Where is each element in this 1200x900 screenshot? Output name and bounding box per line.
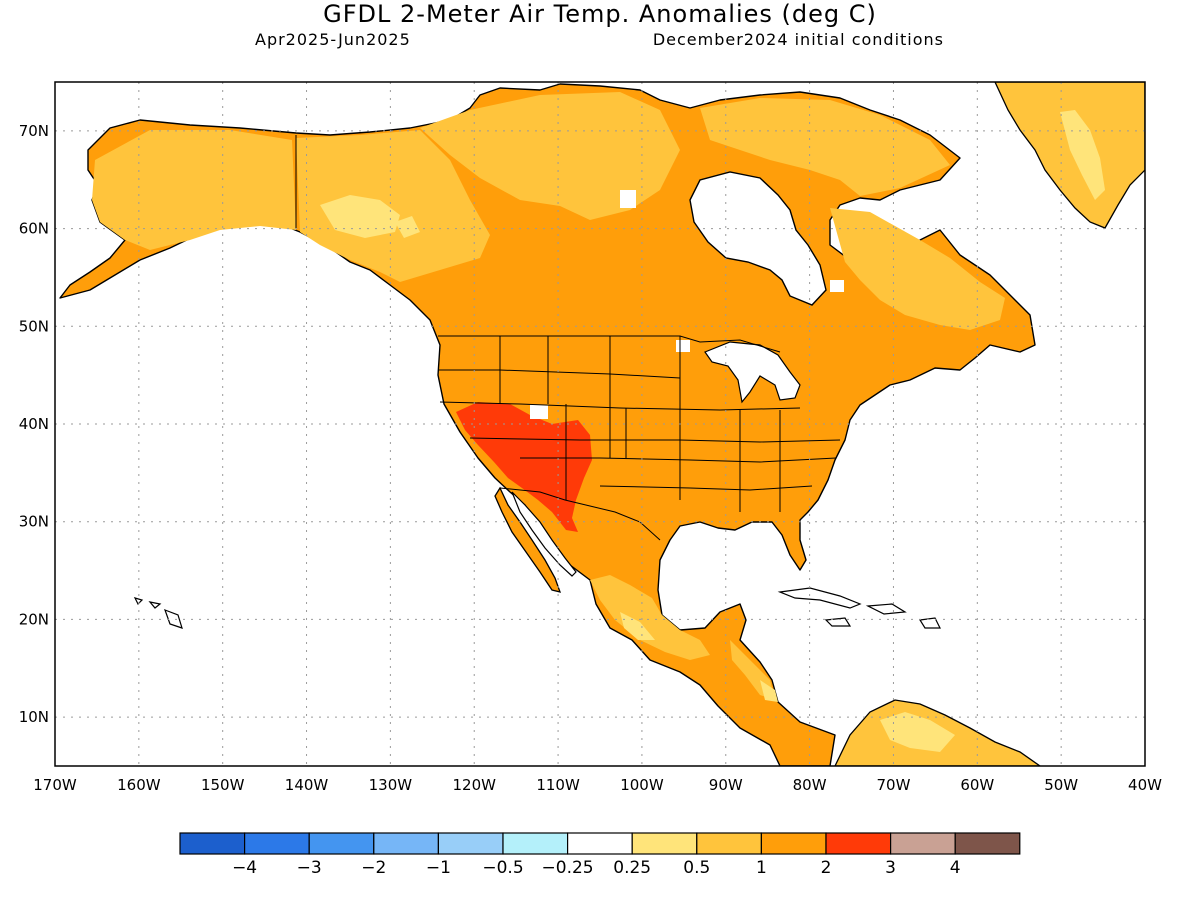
legend-swatch [179,832,246,855]
latitude-tick-label: 40N [19,415,49,433]
legend-label: −4 [232,858,257,878]
map-plot-area [55,82,1145,766]
legend-swatch [696,832,762,855]
legend-swatch [889,832,956,855]
political-boundaries [295,135,841,541]
longitude-tick-label: 150W [201,776,245,794]
greenland-land [994,82,1145,229]
longitude-tick-label: 40W [1128,776,1162,794]
legend-label: −2 [361,858,386,878]
legend-swatch [631,832,698,855]
legend-label: 4 [950,858,961,878]
latitude-tick-label: 50N [19,317,49,335]
legend-swatch [244,832,310,855]
longitude-tick-label: 90W [709,776,743,794]
longitude-tick-label: 100W [620,776,664,794]
latitude-tick-label: 70N [19,122,49,140]
longitude-tick-label: 110W [536,776,580,794]
great-lakes [704,341,801,404]
greenland-interior-patch [1060,110,1105,200]
latitude-tick-label: 30N [19,513,49,531]
latitude-tick-label: 20N [19,610,49,628]
legend-label: 2 [821,858,832,878]
longitude-tick-label: 60W [960,776,994,794]
legend-label: 1 [756,858,767,878]
legend-swatch [308,832,375,855]
longitude-tick-label: 80W [793,776,827,794]
legend-label: −3 [297,858,322,878]
longitude-tick-label: 50W [1044,776,1078,794]
color-legend: −4 −3 −2 −1 −0.5 −0.25 0.25 0.5 1 2 3 4 [179,832,1021,878]
longitude-tick-label: 170W [33,776,77,794]
legend-label: −0.25 [542,858,594,878]
longitude-tick-label: 70W [877,776,911,794]
longitude-tick-labels: 170W 160W 150W 140W 130W 120W 110W 100W 90W 80W 70… [33,776,1162,794]
caribbean-islands [777,587,941,629]
longitude-tick-label: 160W [117,776,161,794]
legend-swatch [437,832,504,855]
latitude-tick-label: 60N [19,220,49,238]
legend-label: 3 [885,858,896,878]
latitude-tick-label: 10N [19,708,49,726]
legend-swatch [373,832,439,855]
initial-conditions-label: December2024 initial conditions [653,30,944,49]
graticule [55,82,1145,766]
latitude-tick-labels: 10N 20N 30N 40N 50N 60N 70N [19,122,49,726]
longitude-tick-label: 140W [285,776,329,794]
legend-swatch [825,832,892,855]
legend-swatch [760,832,827,855]
legend-label: −1 [426,858,451,878]
baja-california-land [494,486,562,593]
legend-swatch [502,832,569,855]
anomaly-0p25-0p5-regions [320,195,778,702]
figure-title: GFDL 2-Meter Air Temp. Anomalies (deg C) [323,0,877,28]
period-label: Apr2025-Jun2025 [255,30,411,49]
longitude-tick-label: 130W [369,776,413,794]
anomaly-0p5-1-regions [92,92,1005,700]
legend-swatch [566,832,633,855]
longitude-tick-label: 120W [452,776,496,794]
gulf-of-california [511,491,577,577]
south-america-warm-patch [880,712,955,752]
legend-label: 0.5 [683,858,710,878]
plot-frame [54,81,1146,767]
legend-label: −0.5 [482,858,523,878]
legend-swatch [954,832,1021,855]
legend-label: 0.25 [613,858,651,878]
